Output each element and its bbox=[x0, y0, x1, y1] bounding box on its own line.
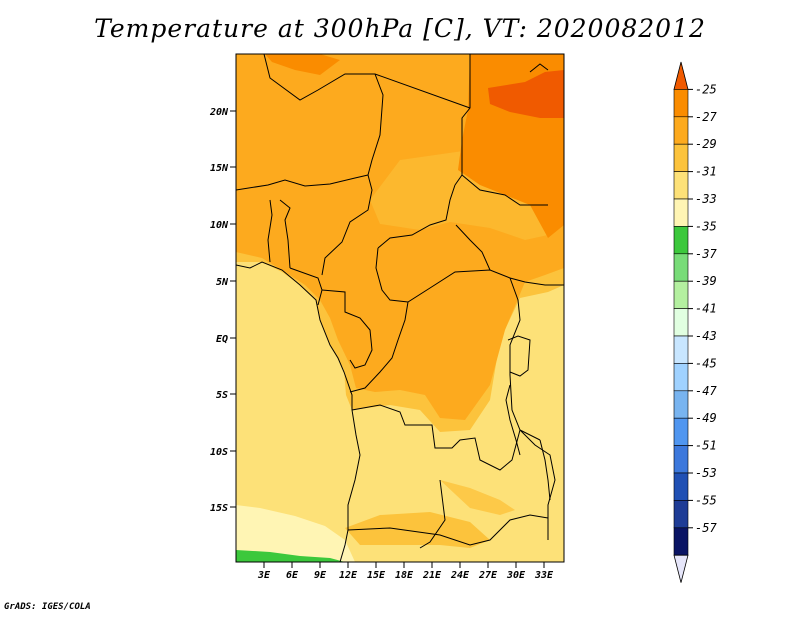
country-borders bbox=[236, 54, 564, 562]
colorbar-swatch bbox=[673, 500, 689, 529]
border-niger-chad bbox=[367, 73, 384, 176]
sinai-coast bbox=[529, 63, 549, 73]
border-south-sudan bbox=[509, 277, 564, 286]
colorbar-label: -55 bbox=[695, 493, 717, 507]
border-benin-togo bbox=[267, 199, 273, 263]
colorbar-label: -47 bbox=[695, 384, 717, 398]
field-minus31-southeast bbox=[440, 480, 515, 515]
colorbar-swatch bbox=[673, 116, 689, 145]
border-angola-drc bbox=[351, 404, 521, 471]
colorbar-label: -45 bbox=[695, 356, 717, 370]
colorbar-label: -27 bbox=[695, 110, 717, 124]
colorbar-swatch bbox=[673, 445, 689, 474]
lat-label: 5N bbox=[216, 277, 229, 288]
border-nigeria-cameroon bbox=[321, 174, 373, 276]
colorbar bbox=[673, 61, 689, 583]
latitude-axis: 20N 15N 10N 5N EQ 5S 10S 15S bbox=[209, 107, 236, 514]
lat-label: 15N bbox=[210, 163, 229, 174]
field-minus35 bbox=[236, 505, 355, 562]
colorbar-swatch bbox=[673, 472, 689, 501]
lake-victoria bbox=[507, 335, 531, 377]
colorbar-label: -35 bbox=[695, 219, 717, 233]
border-chad-sudan bbox=[377, 184, 456, 249]
colorbar-top-arrow bbox=[673, 61, 689, 90]
lon-label: 15E bbox=[367, 570, 386, 581]
border-nigeria-coast bbox=[289, 267, 323, 306]
lat-label: 20N bbox=[209, 107, 229, 118]
lon-label: 30E bbox=[506, 570, 526, 581]
map-title: Temperature at 300hPa [C], VT: 202008201… bbox=[94, 14, 706, 43]
lake-tanganyika bbox=[505, 384, 521, 456]
temperature-field bbox=[236, 54, 564, 562]
lat-label: 5S bbox=[216, 390, 228, 401]
lat-label: 15S bbox=[210, 503, 228, 514]
border-angola-zambia bbox=[419, 479, 446, 549]
colorbar-label: -37 bbox=[695, 247, 717, 261]
border-namibia bbox=[347, 514, 549, 546]
colorbar-label: -39 bbox=[695, 274, 717, 288]
lon-label: 24E bbox=[450, 570, 470, 581]
colorbar-swatch bbox=[673, 143, 689, 172]
border-sudan-east bbox=[461, 174, 548, 206]
colorbar-swatch bbox=[673, 171, 689, 200]
lake-malawi bbox=[539, 439, 551, 501]
border-congo bbox=[321, 289, 373, 369]
field-minus37 bbox=[236, 550, 345, 562]
colorbar-label: -25 bbox=[695, 82, 717, 96]
colorbar-swatch bbox=[673, 308, 689, 337]
colorbar-swatch bbox=[673, 363, 689, 392]
lon-label: 9E bbox=[314, 570, 327, 581]
colorbar-swatch bbox=[673, 417, 689, 446]
lat-label: 10S bbox=[210, 447, 228, 458]
field-minus25 bbox=[488, 70, 564, 118]
lat-label: EQ bbox=[216, 334, 228, 345]
field-minus27-north bbox=[265, 54, 340, 75]
grads-credit: GrADS: IGES/COLA bbox=[4, 602, 91, 612]
border-nigeria-west bbox=[279, 199, 291, 269]
lon-label: 27E bbox=[478, 570, 498, 581]
colorbar-swatch bbox=[673, 280, 689, 309]
border-libya-egypt-sudan bbox=[454, 54, 471, 186]
colorbar-label: -29 bbox=[695, 137, 717, 151]
border-drc-west bbox=[349, 301, 409, 393]
border-drc-east bbox=[509, 277, 541, 441]
colorbar-label: -43 bbox=[695, 329, 717, 343]
colorbar-label: -51 bbox=[695, 439, 717, 453]
coastline-west bbox=[236, 261, 361, 562]
colorbar-swatch bbox=[673, 390, 689, 419]
lat-label: 10N bbox=[210, 220, 229, 231]
longitude-axis: 3E 6E 9E 12E 15E 18E 21E 24E 27E 30E 33E bbox=[257, 562, 554, 581]
field-minus31-south bbox=[345, 512, 490, 548]
colorbar-label: -31 bbox=[695, 165, 717, 179]
lon-label: 6E bbox=[286, 570, 299, 581]
colorbar-swatch bbox=[673, 335, 689, 364]
colorbar-label: -49 bbox=[695, 411, 717, 425]
colorbar-label: -53 bbox=[695, 466, 717, 480]
colorbar-bottom-arrow bbox=[673, 554, 689, 583]
colorbar-swatch bbox=[673, 198, 689, 227]
border-sahel bbox=[236, 174, 369, 191]
colorbar-label: -33 bbox=[695, 192, 717, 206]
colorbar-label: -57 bbox=[695, 521, 717, 535]
lon-label: 3E bbox=[257, 570, 271, 581]
colorbar-swatch bbox=[673, 89, 689, 118]
lon-label: 18E bbox=[395, 570, 414, 581]
border-sudan-car bbox=[455, 224, 491, 271]
colorbar-swatch bbox=[673, 253, 689, 282]
lon-label: 21E bbox=[422, 570, 442, 581]
colorbar-label: -41 bbox=[695, 302, 717, 316]
colorbar-swatch bbox=[673, 527, 689, 556]
lon-label: 33E bbox=[534, 570, 554, 581]
colorbar-swatch bbox=[673, 226, 689, 255]
lon-label: 12E bbox=[339, 570, 358, 581]
map-frame bbox=[235, 53, 565, 563]
colorbar-labels: -25 -27 -29 -31 -33 -35 -37 -39 -41 -43 -45 -47 -49 -… bbox=[688, 82, 717, 535]
border-mozambique bbox=[519, 429, 556, 540]
